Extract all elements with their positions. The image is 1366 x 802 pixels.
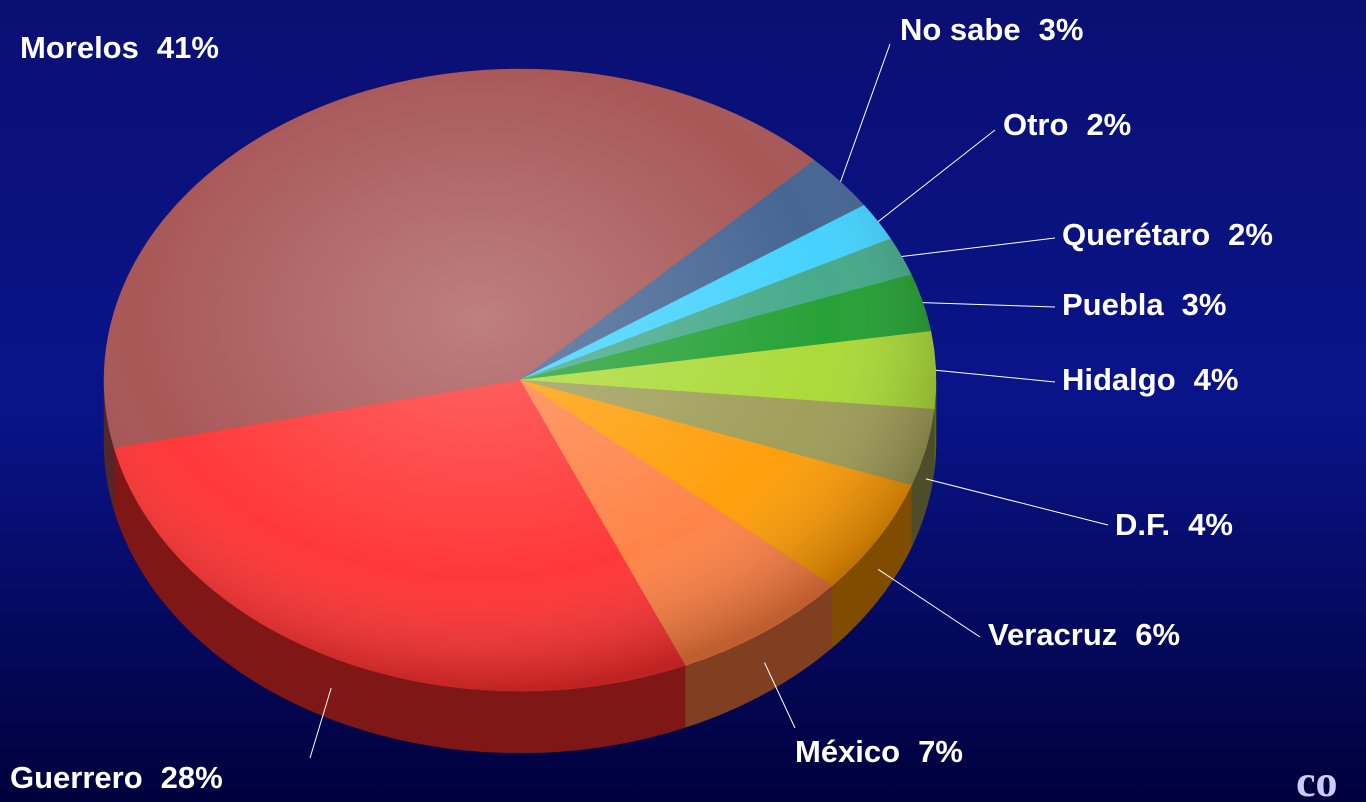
slice-label: Otro 2% bbox=[1003, 107, 1131, 142]
leader-line bbox=[877, 568, 981, 638]
leader-line bbox=[922, 302, 1056, 308]
leader-line bbox=[925, 478, 1109, 526]
value-label: 6% bbox=[1135, 617, 1180, 652]
category-label: No sabe bbox=[900, 12, 1021, 47]
slice-label: Querétaro 2% bbox=[1062, 217, 1273, 252]
slice-label: Veracruz 6% bbox=[988, 617, 1180, 652]
value-label: 7% bbox=[918, 734, 963, 769]
slice-label: Morelos 41% bbox=[20, 30, 219, 65]
category-label: Hidalgo bbox=[1062, 362, 1176, 397]
leader-line bbox=[877, 129, 996, 223]
leader-line bbox=[764, 662, 796, 729]
category-label: Querétaro bbox=[1062, 217, 1210, 252]
value-label: 2% bbox=[1086, 107, 1131, 142]
value-label: 3% bbox=[1182, 287, 1227, 322]
value-label: 28% bbox=[161, 760, 223, 795]
value-label: 4% bbox=[1194, 362, 1239, 397]
leader-line bbox=[935, 369, 1056, 383]
value-label: 4% bbox=[1188, 507, 1233, 542]
slice-label: Hidalgo 4% bbox=[1062, 362, 1238, 397]
category-label: Morelos bbox=[20, 30, 139, 65]
slice-label: No sabe 3% bbox=[900, 12, 1083, 47]
value-label: 41% bbox=[157, 30, 219, 65]
value-label: 3% bbox=[1039, 12, 1084, 47]
slice-label: Puebla 3% bbox=[1062, 287, 1226, 322]
category-label: México bbox=[795, 734, 900, 769]
slice-label: D.F. 4% bbox=[1115, 507, 1233, 542]
leader-line bbox=[840, 43, 891, 182]
category-label: Veracruz bbox=[988, 617, 1117, 652]
category-label: D.F. bbox=[1115, 507, 1170, 542]
value-label: 2% bbox=[1228, 217, 1273, 252]
leader-line bbox=[901, 237, 1056, 257]
category-label: Puebla bbox=[1062, 287, 1164, 322]
category-label: Guerrero bbox=[10, 760, 143, 795]
category-label: Otro bbox=[1003, 107, 1068, 142]
leader-line bbox=[309, 687, 332, 759]
slice-label: Guerrero 28% bbox=[10, 760, 223, 795]
slice-label: México 7% bbox=[795, 734, 963, 769]
logo: co bbox=[1296, 757, 1338, 802]
